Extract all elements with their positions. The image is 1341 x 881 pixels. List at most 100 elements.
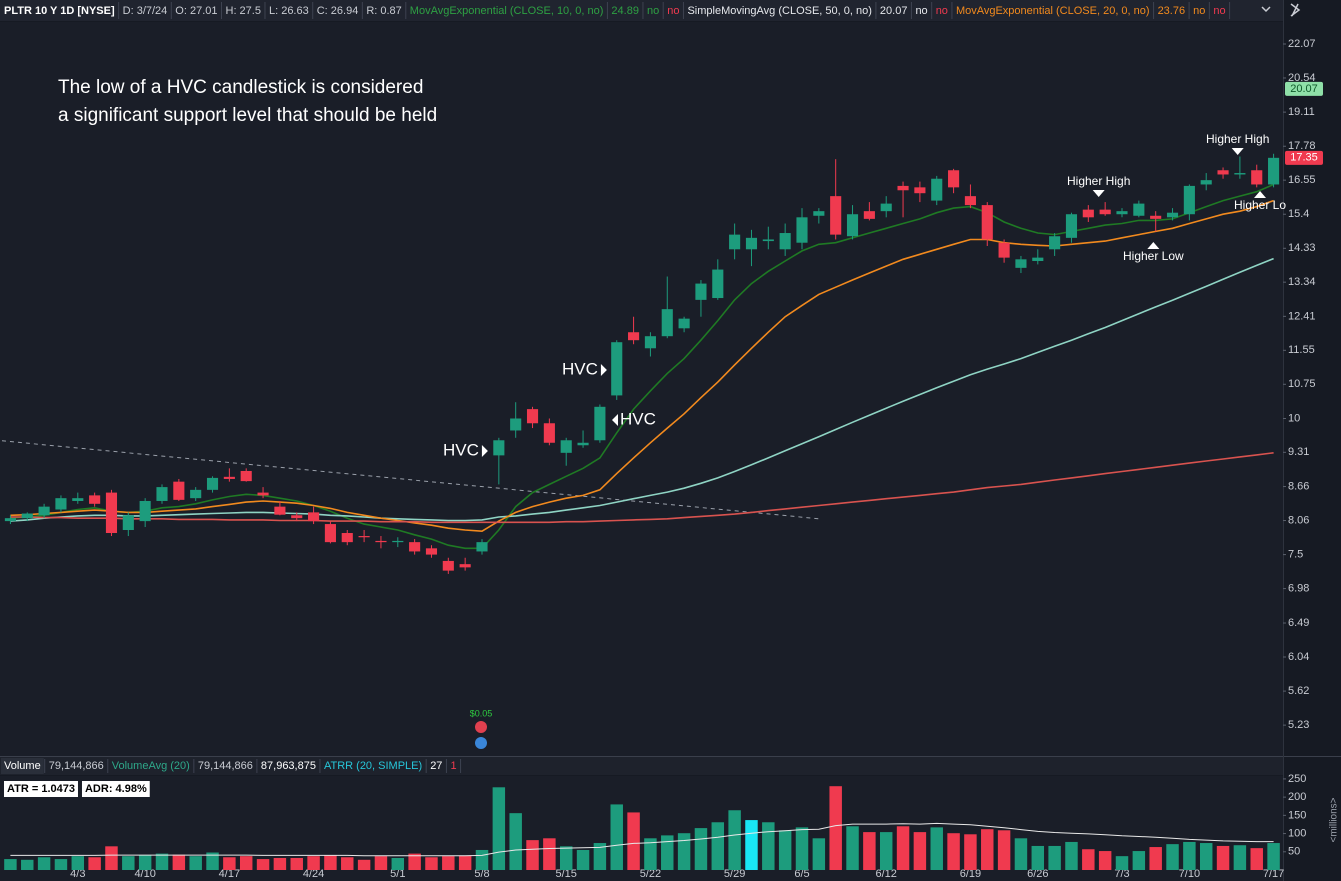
y-tick-label: 22.07 xyxy=(1288,38,1316,50)
x-tick-label: 6/19 xyxy=(960,868,981,880)
volume-bar xyxy=(509,813,522,870)
marker-label: HVC xyxy=(620,409,656,428)
candle-body xyxy=(1133,203,1145,216)
volume-bar xyxy=(239,856,253,870)
candle-body xyxy=(358,536,370,538)
y-tick-label: 6.49 xyxy=(1288,617,1309,629)
volume-bar xyxy=(1048,845,1061,870)
tools-icon[interactable] xyxy=(1290,3,1301,17)
volume-bar xyxy=(930,827,943,870)
candle-body xyxy=(1268,157,1280,185)
candle-body xyxy=(122,515,134,531)
y-tick-label: 20.54 xyxy=(1288,72,1316,84)
candle-body xyxy=(291,515,303,519)
volume-bar xyxy=(1065,841,1078,870)
candle-body xyxy=(678,318,690,329)
study-value: 20.07 xyxy=(880,5,908,17)
y-tick-label: 50 xyxy=(1288,846,1300,858)
study-label: VolumeAvg (20) xyxy=(112,760,190,772)
y-tick-label: 13.34 xyxy=(1288,276,1316,288)
candle-body xyxy=(1116,211,1128,215)
volume-bar xyxy=(644,838,657,870)
marker-label: Higher Low xyxy=(1123,249,1184,263)
x-tick-label: 4/17 xyxy=(219,868,240,880)
candle-body xyxy=(796,217,808,243)
volume-bar xyxy=(964,834,977,870)
volume-bar xyxy=(105,846,118,870)
volume-bar xyxy=(559,846,573,870)
y-tick-label: 17.78 xyxy=(1288,140,1316,152)
volume-bar xyxy=(1233,845,1247,870)
candle-body xyxy=(190,489,202,499)
candle-body xyxy=(510,418,522,431)
event-icon[interactable] xyxy=(475,721,487,733)
header-bar xyxy=(0,0,1283,21)
candle-body xyxy=(661,309,673,337)
study-flag: no xyxy=(1213,5,1225,17)
candle-body xyxy=(459,564,471,568)
price-bubble-label: 17.35 xyxy=(1290,152,1318,164)
candle-body xyxy=(21,513,33,519)
y-tick-label: 11.55 xyxy=(1288,344,1315,356)
x-tick-label: 4/24 xyxy=(303,868,324,880)
volume-bar xyxy=(1199,843,1213,870)
volume-bar xyxy=(223,857,236,870)
ohlc-field: R: 0.87 xyxy=(366,5,401,17)
candle-body xyxy=(1032,257,1044,262)
candle-body xyxy=(1150,215,1162,219)
volume-bar xyxy=(1115,856,1129,870)
candle-body xyxy=(72,498,84,501)
volume-average xyxy=(10,822,1274,857)
candle-body xyxy=(409,542,421,552)
collapse-icon[interactable] xyxy=(1261,6,1271,13)
volume-bar xyxy=(492,787,506,870)
candle-body xyxy=(55,498,67,510)
marker-label: HVC xyxy=(562,359,598,378)
trendline xyxy=(1,440,819,520)
x-tick-label: 6/5 xyxy=(794,868,809,880)
y-tick-label: 250 xyxy=(1288,773,1306,785)
y-tick-label: 19.11 xyxy=(1288,106,1315,118)
candle-body xyxy=(880,203,892,212)
candle-body xyxy=(240,470,252,482)
volume-bar xyxy=(374,856,388,870)
candle-body xyxy=(38,506,50,516)
volume-bar xyxy=(1132,851,1146,870)
study-flag: no xyxy=(936,5,948,17)
y-tick-label: 100 xyxy=(1288,827,1306,839)
volume-bar xyxy=(122,856,135,870)
event-icon[interactable] xyxy=(475,737,487,749)
moving-average xyxy=(10,183,1274,550)
volume-bar xyxy=(475,849,489,870)
candle-body xyxy=(948,170,960,188)
candle-body xyxy=(1234,173,1246,175)
volume-bar xyxy=(829,786,842,870)
volume-bar xyxy=(1098,851,1112,870)
candle-body xyxy=(1082,209,1094,218)
volume-bar xyxy=(206,852,219,870)
candle-body xyxy=(392,540,404,543)
study-value: 27 xyxy=(430,760,442,772)
study-flag: no xyxy=(647,5,659,17)
volume-bar xyxy=(913,832,927,870)
volume-bar xyxy=(155,853,169,870)
candle-body xyxy=(931,178,943,201)
candle-body xyxy=(914,187,926,194)
study-label: MovAvgExponential (CLOSE, 10, 0, no) xyxy=(410,5,604,17)
candle-body xyxy=(1099,209,1111,215)
y-tick-label: 10.75 xyxy=(1288,378,1316,390)
info-box xyxy=(81,781,150,797)
study-value: 23.76 xyxy=(1158,5,1186,17)
study-flag: no xyxy=(667,5,679,17)
volume-bar xyxy=(543,838,556,870)
marker-arrow xyxy=(1231,148,1244,155)
volume-bar xyxy=(21,859,34,870)
volume-bar xyxy=(762,822,775,870)
candle-body xyxy=(560,440,572,453)
volume-bar xyxy=(442,856,455,870)
study-bar xyxy=(0,757,1283,775)
candle-body xyxy=(712,269,724,299)
volume-bar xyxy=(526,840,539,870)
volume-bar xyxy=(54,859,68,870)
x-tick-label: 6/26 xyxy=(1027,868,1048,880)
